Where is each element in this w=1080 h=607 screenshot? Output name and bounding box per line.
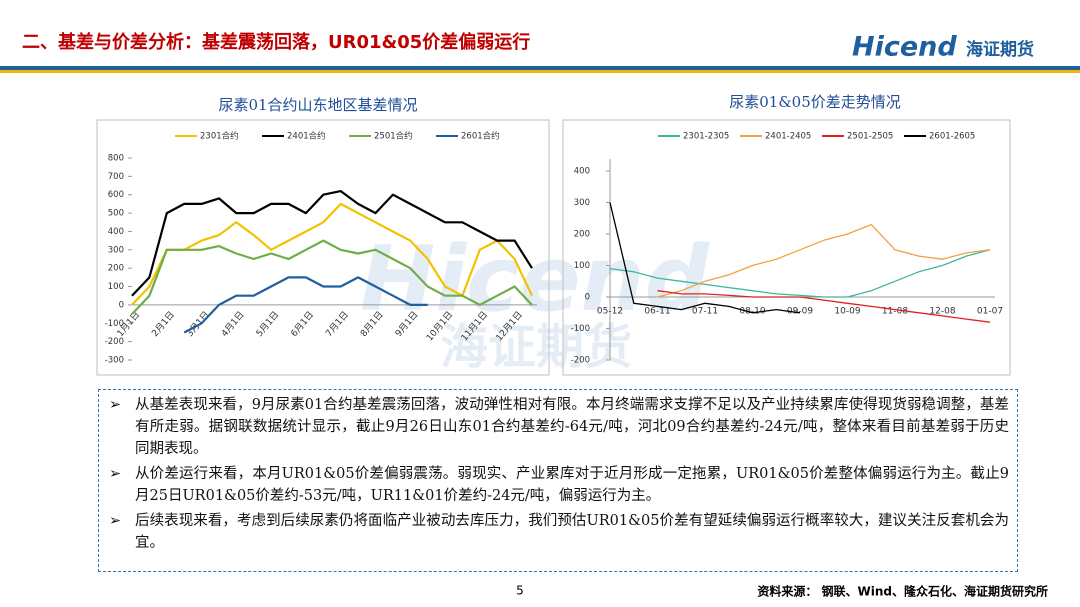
slide-title: 二、基差与价差分析：基差震荡回落，UR01&05价差偏弱运行 (22, 31, 530, 53)
chart-title: 尿素01&05价差走势情况 (729, 93, 901, 111)
y-tick-label: 100 (108, 282, 124, 292)
x-tick-label: 01-07 (977, 307, 1003, 317)
y-tick-label: -300 (105, 356, 124, 366)
page-number: 5 (516, 584, 524, 598)
legend-label: 2401合约 (287, 131, 326, 142)
legend-label: 2301-2305 (683, 132, 729, 142)
x-tick-label: 6月1日 (289, 309, 316, 339)
logo: Hicend (852, 32, 957, 63)
series-line (609, 249, 991, 298)
y-tick-label: 0 (585, 293, 590, 303)
x-tick-label: 09-09 (787, 307, 813, 317)
y-tick-label: 200 (574, 230, 590, 240)
x-tick-label: 10-09 (834, 307, 860, 317)
watermark: Hicend (360, 227, 711, 332)
bullet: ➢ 从价差运行来看，本月UR01&05价差偏弱震荡。弱现实、产业累库对于近月形成一… (109, 463, 1009, 507)
chart-title: 尿素01合约山东地区基差情况 (218, 96, 417, 114)
y-tick-label: 300 (574, 198, 590, 208)
x-tick-label: 2月1日 (150, 309, 177, 339)
legend-label: 2501-2505 (847, 132, 893, 142)
x-tick-label: 07-11 (692, 307, 718, 317)
x-tick-label: 5月1日 (254, 309, 281, 339)
bullet: ➢ 后续表现来看，考虑到后续尿素仍将面临产业被动去库压力，我们预估UR01&05价… (109, 510, 1009, 554)
series-line (183, 276, 428, 334)
y-tick-label: 200 (108, 264, 124, 274)
y-tick-label: 100 (574, 261, 590, 271)
series-line (609, 202, 801, 314)
bullet-text: 从基差表现来看，9月尿素01合约基差震荡回落，波动弹性相对有限。本月终端需求支撑… (135, 397, 1009, 457)
x-tick-label: 12-08 (929, 307, 955, 317)
bullet-text: 后续表现来看，考虑到后续尿素仍将面临产业被动去库压力，我们预估UR01&05价差… (135, 513, 1009, 551)
y-tick-label: -100 (105, 319, 124, 329)
y-tick-label: 700 (108, 172, 124, 182)
y-tick-label: -100 (571, 324, 590, 334)
legend-label: 2501合约 (374, 131, 413, 142)
header-bar (0, 70, 1080, 73)
y-tick-label: 500 (108, 209, 124, 219)
bullet-text: 从价差运行来看，本月UR01&05价差偏弱震荡。弱现实、产业累库对于近月形成一定… (135, 466, 1009, 504)
legend-label: 2601-2605 (929, 132, 975, 142)
x-tick-label: 08-10 (739, 307, 765, 317)
logo-cn: 海证期货 (966, 39, 1034, 60)
header-bar (0, 66, 880, 70)
x-tick-label: 7月1日 (324, 309, 351, 339)
watermark: 海证期货 (440, 319, 632, 375)
y-tick-label: -200 (571, 356, 590, 366)
y-tick-label: 800 (108, 154, 124, 164)
bullet-marker: ➢ (109, 466, 122, 482)
series-line (131, 239, 533, 315)
y-tick-label: 400 (574, 167, 590, 177)
series-line (131, 190, 533, 297)
y-tick-label: 400 (108, 227, 124, 237)
legend-label: 2401-2405 (765, 132, 811, 142)
legend-label: 2601合约 (461, 131, 500, 142)
x-tick-label: 05-12 (597, 307, 623, 317)
header-bar (880, 66, 1080, 70)
y-tick-label: 600 (108, 190, 124, 200)
series-line (657, 223, 991, 298)
bullet-marker: ➢ (109, 397, 122, 413)
text-box: ➢ 从基差表现来看，9月尿素01合约基差震荡回落，波动弹性相对有限。本月终端需求支… (98, 389, 1018, 572)
y-tick-label: -200 (105, 337, 124, 347)
chart-frame (562, 119, 1011, 376)
chart-frame (96, 119, 550, 376)
bullet: ➢ 从基差表现来看，9月尿素01合约基差震荡回落，波动弹性相对有限。本月终端需求支… (109, 394, 1009, 460)
bullet-marker: ➢ (109, 513, 122, 529)
x-tick-label: 11-08 (882, 307, 908, 317)
x-tick-label: 4月1日 (219, 309, 246, 339)
legend-label: 2301合约 (200, 131, 239, 142)
y-tick-label: 0 (119, 300, 124, 310)
series-line (657, 290, 991, 323)
source: 资料来源： 钢联、Wind、隆众石化、海证期货研究所 (757, 584, 1048, 599)
x-tick-label: 06-11 (644, 307, 670, 317)
series-line (131, 202, 533, 306)
y-tick-label: 300 (108, 245, 124, 255)
